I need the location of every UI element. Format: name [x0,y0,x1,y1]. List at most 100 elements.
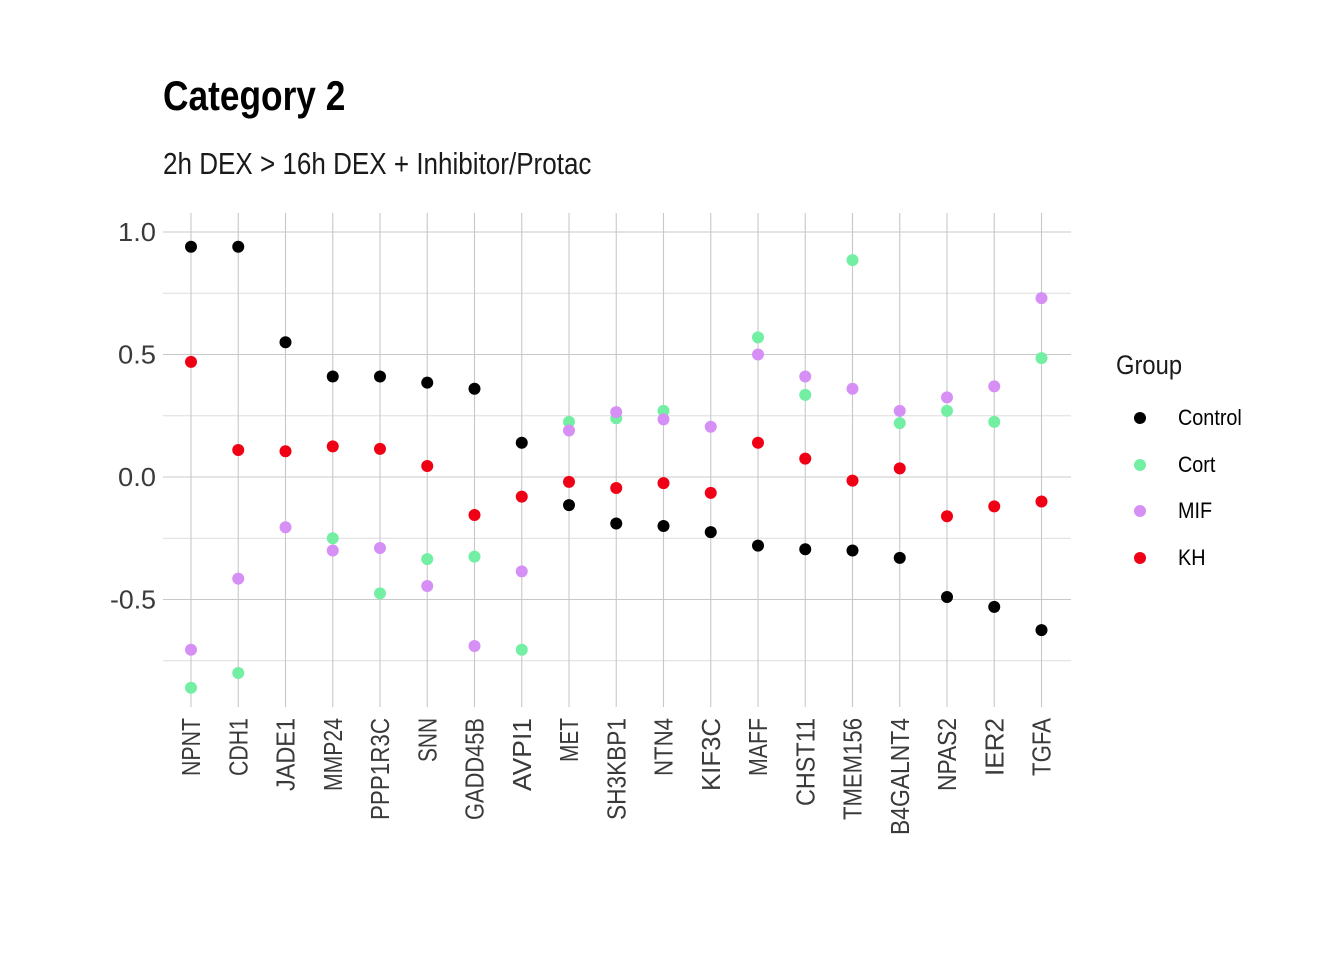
x-tick-label: PPP1R3C [365,718,395,820]
legend-swatch [1134,458,1146,471]
point-cort-gadd45b [468,550,481,563]
legend-swatch [1134,551,1146,564]
point-kh-tmem156 [846,474,859,487]
point-mif-tmem156 [846,382,859,395]
point-control-tmem156 [846,544,859,557]
point-mif-sh3kbp1 [610,406,623,419]
point-cort-chst11 [799,388,812,401]
legend-swatch [1134,505,1146,518]
point-kh-maff [752,436,764,449]
point-kh-ppp1r3c [374,442,386,455]
point-kh-sh3kbp1 [610,482,623,495]
point-cort-b4galnt4 [893,417,906,430]
chart-title: Category 2 [163,72,346,119]
point-mif-avpi1 [515,565,528,578]
point-mif-npnt [185,643,197,656]
point-control-ppp1r3c [374,370,386,383]
point-cort-tgfa [1035,352,1048,365]
point-cort-snn [421,553,434,566]
x-tick-label: KIF3C [696,718,726,791]
point-kh-jade1 [279,445,292,458]
legend-item-cort: Cort [1116,442,1249,489]
point-control-ntn4 [657,520,670,532]
point-mif-npas2 [941,391,953,404]
legend-item-kh: KH [1116,535,1249,582]
legend-swatch [1134,412,1146,425]
point-kh-ier2 [988,500,1001,513]
point-control-chst11 [799,543,812,556]
point-cort-met [563,415,575,428]
legend-label: Cort [1178,451,1216,477]
point-kh-ntn4 [657,477,670,490]
x-tick-label: TMEM156 [838,718,868,820]
x-tick-label: CHST11 [790,718,820,806]
point-mif-tgfa [1035,292,1048,305]
point-mif-maff [752,348,764,361]
point-kh-mmp24 [326,440,339,453]
chart-subtitle: 2h DEX > 16h DEX + Inhibitor/Protac [163,146,592,181]
point-kh-npas2 [941,510,953,523]
y-tick-label: 0.0 [118,462,156,492]
point-control-cdh1 [232,240,245,253]
x-tick-label: IER2 [979,718,1009,776]
point-cort-avpi1 [515,643,528,656]
point-mif-ntn4 [657,413,670,426]
x-tick-label: MET [554,718,584,762]
data-points [185,240,1048,694]
point-control-maff [752,539,764,552]
point-kh-chst11 [799,452,812,465]
point-kh-npnt [185,355,197,368]
x-tick-label: AVPI1 [507,718,537,791]
x-tick-label: TGFA [1027,717,1057,776]
grid [163,213,1071,707]
x-tick-label: JADE1 [271,718,301,791]
point-control-jade1 [279,336,292,349]
x-tick-label: SNN [412,718,442,762]
point-kh-avpi1 [515,490,528,503]
x-tick-label: NPAS2 [932,718,962,791]
x-tick-label: NPNT [176,718,206,776]
point-control-tgfa [1035,624,1048,637]
y-tick-label: 1.0 [118,217,156,247]
point-mif-kif3c [704,420,717,433]
x-axis-ticks: NPNT CDH1 JADE1 MMP24 PPP1R3C SNN GADD45B AVPI1… [176,717,1057,835]
point-cort-tmem156 [846,254,859,267]
point-kh-met [563,475,575,488]
point-kh-tgfa [1035,495,1048,508]
point-mif-snn [421,580,434,593]
x-tick-label: B4GALNT4 [885,718,915,835]
point-control-npas2 [941,591,953,604]
point-kh-cdh1 [232,444,245,457]
legend-item-mif: MIF [1116,488,1249,535]
x-tick-label: SH3KBP1 [601,718,631,820]
point-cort-npas2 [941,404,953,417]
point-mif-cdh1 [232,572,245,585]
x-tick-label: MMP24 [318,718,348,791]
point-control-kif3c [704,526,717,539]
point-mif-met [563,424,575,437]
point-mif-gadd45b [468,640,481,653]
y-tick-label: 0.5 [118,340,156,370]
y-tick-label: -0.5 [110,585,156,615]
point-cort-mmp24 [326,532,339,545]
point-cort-maff [752,331,764,344]
point-mif-ppp1r3c [374,542,386,555]
legend-label: MIF [1178,498,1213,524]
x-tick-label: GADD45B [460,718,490,820]
point-mif-jade1 [279,521,292,534]
legend-label: KH [1178,544,1206,570]
point-cort-npnt [185,681,197,694]
point-control-met [563,499,575,512]
point-control-gadd45b [468,382,481,395]
y-axis-ticks: 1.0 0.5 0.0 -0.5 [110,217,156,615]
point-kh-kif3c [704,486,717,499]
point-control-npnt [185,240,197,253]
point-control-b4galnt4 [893,551,906,564]
x-tick-label: CDH1 [223,718,253,776]
point-mif-chst11 [799,370,812,383]
point-kh-snn [421,459,434,472]
point-cort-ier2 [988,415,1001,428]
legend-title: Group [1116,350,1183,380]
point-mif-b4galnt4 [893,404,906,417]
